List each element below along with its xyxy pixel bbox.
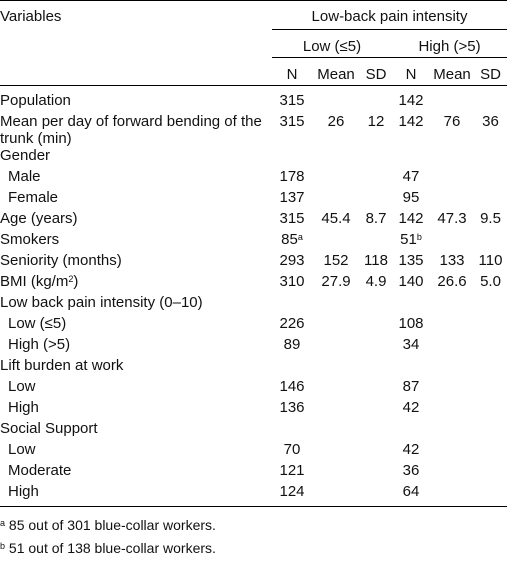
table-row: High 124 64 bbox=[0, 482, 507, 507]
table-row: Male 178 47 bbox=[8, 167, 420, 185]
table-row: BMI (kg/m2) 310 27.9 4.9 140 26.6 5.0 bbox=[0, 272, 501, 290]
footnote-b: b 51 out of 138 blue-collar workers. bbox=[0, 540, 216, 556]
group-title: Low-back pain intensity bbox=[272, 0, 507, 30]
table-row: Gender bbox=[0, 146, 51, 164]
footnote-marker: a bbox=[297, 231, 303, 242]
table-row: Seniority (months) 293 152 118 135 133 1… bbox=[0, 251, 503, 269]
variables-header: Variables bbox=[0, 0, 272, 30]
table-row: Moderate 121 36 bbox=[8, 461, 420, 479]
table-row: Low (≤5) 226 108 bbox=[8, 314, 424, 332]
header-row-2: Low (≤5) High (>5) bbox=[0, 29, 507, 58]
table-row: Social Support bbox=[0, 419, 98, 437]
table-row: Population 315 142 bbox=[0, 91, 424, 109]
col-sd-low: SD bbox=[360, 57, 392, 86]
col-mean-high: Mean bbox=[430, 57, 474, 86]
table-row: Female 137 95 bbox=[8, 188, 420, 206]
high-group-header: High (>5) bbox=[392, 29, 507, 58]
table-row: High 136 42 bbox=[8, 398, 420, 416]
table-row: Mean per day of forward bending of the t… bbox=[0, 112, 499, 147]
col-n-high: N bbox=[392, 57, 430, 86]
table-row: Low 70 42 bbox=[8, 440, 420, 458]
col-mean-low: Mean bbox=[312, 57, 360, 86]
table-row: Lift burden at work bbox=[0, 356, 124, 374]
data-table: Variables Low-back pain intensity Low (≤… bbox=[0, 0, 507, 507]
footnote-marker: b bbox=[416, 231, 422, 242]
low-group-header: Low (≤5) bbox=[272, 29, 392, 58]
table-row: Low 146 87 bbox=[8, 377, 420, 395]
col-n-low: N bbox=[272, 57, 312, 86]
footnote-a: a 85 out of 301 blue-collar workers. bbox=[0, 517, 216, 533]
table-row: Age (years) 315 45.4 8.7 142 47.3 9.5 bbox=[0, 209, 501, 227]
col-sd-high: SD bbox=[474, 57, 507, 86]
header-row-1: Variables Low-back pain intensity bbox=[0, 0, 507, 30]
table-row: Smokers 85a 51b bbox=[0, 230, 422, 248]
table-row: Low back pain intensity (0–10) bbox=[0, 293, 203, 311]
table-row: High (>5) 89 34 bbox=[8, 335, 420, 353]
header-row-3: N Mean SD N Mean SD bbox=[0, 57, 507, 86]
